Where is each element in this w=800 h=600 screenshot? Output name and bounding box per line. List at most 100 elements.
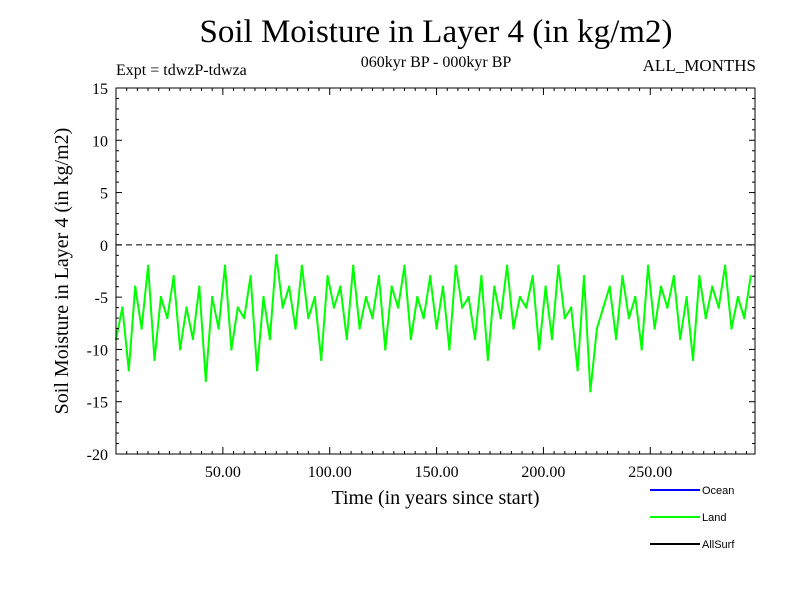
x-tick-label: 200.00 <box>521 464 565 481</box>
data-point-land <box>435 327 438 330</box>
x-tick-label: 250.00 <box>628 464 672 481</box>
data-point-land <box>371 316 374 320</box>
legend-label-allsurf: AllSurf <box>702 539 735 551</box>
data-point-land <box>576 369 579 372</box>
data-point-land <box>211 295 214 299</box>
data-point-land <box>390 285 393 288</box>
x-tick-label: 100.00 <box>308 464 352 481</box>
data-point-land <box>345 337 348 341</box>
data-point-land <box>255 369 259 372</box>
data-point-land <box>505 264 509 267</box>
data-point-land <box>627 316 631 320</box>
data-point-land <box>582 275 586 278</box>
y-tick-label: -20 <box>87 447 108 464</box>
y-tick-label: 0 <box>100 238 108 255</box>
chart-title: Soil Moisture in Layer 4 (in kg/m2) <box>199 14 673 50</box>
data-point-land <box>384 348 387 351</box>
series-line-land <box>115 254 752 393</box>
plot-frame <box>115 87 756 455</box>
data-point-land <box>685 295 688 299</box>
x-tick-label: 150.00 <box>415 464 459 481</box>
data-point-land <box>570 306 573 309</box>
data-point-land <box>672 275 675 278</box>
data-point-land <box>640 348 643 351</box>
data-point-land <box>691 358 695 362</box>
data-point-land <box>281 306 284 309</box>
data-point-land <box>659 285 663 288</box>
legend-label-land: Land <box>702 512 726 524</box>
data-point-land <box>461 306 464 309</box>
data-point-land <box>480 275 483 278</box>
data-point-land <box>544 285 547 288</box>
data-point-land <box>518 295 522 299</box>
data-point-land <box>409 337 413 341</box>
data-point-land <box>287 285 291 288</box>
data-point-land <box>416 295 419 299</box>
data-point-land <box>614 337 618 341</box>
data-point-land <box>352 264 355 267</box>
data-point-land <box>243 316 246 320</box>
data-point-land <box>473 337 477 341</box>
data-point-land <box>332 306 336 309</box>
data-point-land <box>730 327 733 330</box>
data-point-land <box>550 337 554 341</box>
data-point-land <box>262 295 265 299</box>
data-point-land <box>249 275 252 278</box>
data-point-land <box>563 316 566 320</box>
experiment-label: Expt = tdwzP-tdwza <box>116 62 247 79</box>
data-point-land <box>589 390 592 393</box>
chart-subtitle: 060kyr BP - 000kyr BP <box>360 54 512 71</box>
legend-label-ocean: Ocean <box>702 485 734 497</box>
legend: Ocean Land AllSurf <box>650 485 735 551</box>
data-point-land <box>493 285 496 288</box>
data-point-land <box>646 264 650 267</box>
data-point-land <box>217 327 220 330</box>
y-tick-label: 10 <box>92 133 108 150</box>
y-tick-label: 5 <box>100 186 108 203</box>
data-point-land <box>704 316 707 320</box>
data-point-land <box>191 337 195 341</box>
data-point-land <box>358 327 361 330</box>
data-point-land <box>499 316 502 320</box>
data-point-land <box>134 285 137 288</box>
y-tick-label: -15 <box>87 395 108 412</box>
data-point-land <box>127 369 130 372</box>
data-point-land <box>300 264 304 267</box>
data-point-land <box>749 275 752 278</box>
data-point-land <box>236 306 239 309</box>
data-point-land <box>307 316 310 320</box>
data-point-land <box>320 358 323 362</box>
data-point-land <box>223 264 227 267</box>
y-tick-label: -10 <box>87 342 108 359</box>
data-point-land <box>723 264 727 267</box>
axis-layer: -20 -15 -10 -5 0 5 10 15 50.00 100.00 150.00 200.00… <box>87 81 755 481</box>
data-point-land <box>717 306 720 309</box>
data-point-land <box>185 306 188 309</box>
data-point-land <box>140 327 143 330</box>
data-point-land <box>602 306 605 309</box>
data-point-land <box>364 295 368 299</box>
data-point-land <box>429 275 432 278</box>
data-point-land <box>679 337 682 341</box>
data-point-land <box>178 348 182 351</box>
data-point-land <box>403 264 406 267</box>
data-point-land <box>512 327 515 330</box>
data-point-land <box>275 254 278 257</box>
x-tick-label: 50.00 <box>205 464 241 481</box>
data-point-land <box>525 306 528 309</box>
data-point-land <box>159 295 163 299</box>
data-point-land <box>467 295 470 299</box>
plot-layer <box>114 254 752 393</box>
data-point-land <box>666 306 669 309</box>
data-point-land <box>441 285 445 288</box>
data-point-land <box>313 295 316 299</box>
data-point-land <box>326 275 329 278</box>
data-point-land <box>204 379 207 382</box>
data-point-land <box>454 264 457 267</box>
data-point-land <box>608 285 611 288</box>
data-point-land <box>557 264 560 267</box>
data-point-land <box>146 264 150 267</box>
data-point-land <box>339 285 342 288</box>
data-point-land <box>121 306 124 309</box>
